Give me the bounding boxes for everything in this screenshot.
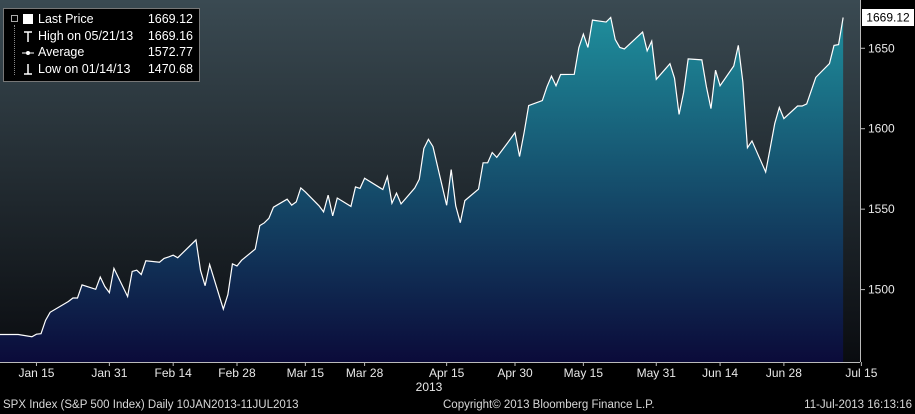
legend-item-low[interactable]: Low on 01/14/13 1470.68 bbox=[4, 62, 199, 78]
legend-value: 1669.12 bbox=[147, 12, 193, 26]
x-tick-label: Feb 28 bbox=[218, 366, 256, 380]
last-price-tag: 1669.12 bbox=[862, 9, 914, 26]
legend-value: 1572.77 bbox=[147, 45, 193, 59]
x-tick-label: Jul 15 bbox=[845, 366, 877, 380]
x-tick-label: Jan 15 bbox=[18, 366, 54, 380]
x-tick-label: Jan 31 bbox=[91, 366, 127, 380]
legend-value: 1470.68 bbox=[147, 62, 193, 76]
legend-label: High on 05/21/13 bbox=[38, 29, 134, 43]
footer-bar: SPX Index (S&P 500 Index) Daily 10JAN201… bbox=[0, 397, 915, 414]
footer-copyright: Copyright© 2013 Bloomberg Finance L.P. bbox=[443, 399, 655, 411]
y-tick-label: 1550 bbox=[868, 202, 895, 216]
last-price-box bbox=[862, 9, 914, 26]
filled-square-icon bbox=[22, 13, 34, 26]
last-price-label: 1669.12 bbox=[866, 11, 910, 25]
legend-item-last-price[interactable]: Last Price 1669.12 bbox=[4, 12, 199, 28]
x-tick-label: May 31 bbox=[637, 366, 677, 380]
x-tick-label: Apr 15 bbox=[429, 366, 465, 380]
year-label: 2013 bbox=[416, 380, 443, 394]
x-tick-label: Mar 28 bbox=[346, 366, 384, 380]
legend-label: Last Price bbox=[38, 12, 94, 26]
legend-label: Average bbox=[38, 45, 85, 59]
legend-label: Low on 01/14/13 bbox=[38, 62, 131, 76]
price-area bbox=[0, 17, 844, 362]
x-tick-label: Mar 15 bbox=[287, 366, 325, 380]
y-tick-label: 1650 bbox=[868, 41, 895, 55]
y-tick-label: 1600 bbox=[868, 122, 895, 136]
high-marker-icon bbox=[22, 30, 34, 43]
legend: Last Price 1669.12 High on 05/21/13 1669… bbox=[3, 8, 200, 82]
footer-timestamp: 11-Jul-2013 16:13:16 bbox=[804, 399, 912, 411]
low-marker-icon bbox=[22, 63, 34, 76]
x-tick-label: Jun 14 bbox=[702, 366, 738, 380]
average-line-icon bbox=[22, 46, 34, 59]
legend-item-average[interactable]: Average 1572.77 bbox=[4, 45, 199, 61]
legend-value: 1669.16 bbox=[147, 29, 193, 43]
collapse-toggle-icon[interactable] bbox=[11, 15, 18, 22]
price-line bbox=[0, 16, 844, 338]
x-tick-label: Jun 28 bbox=[766, 366, 802, 380]
legend-item-high[interactable]: High on 05/21/13 1669.16 bbox=[4, 29, 199, 45]
x-tick-label: May 15 bbox=[564, 366, 604, 380]
y-tick-label: 1500 bbox=[868, 283, 895, 297]
footer-security: SPX Index (S&P 500 Index) Daily 10JAN201… bbox=[3, 399, 299, 411]
x-tick-label: Feb 14 bbox=[155, 366, 193, 380]
legend-tree-line bbox=[14, 25, 16, 75]
x-tick-label: Apr 30 bbox=[497, 366, 533, 380]
